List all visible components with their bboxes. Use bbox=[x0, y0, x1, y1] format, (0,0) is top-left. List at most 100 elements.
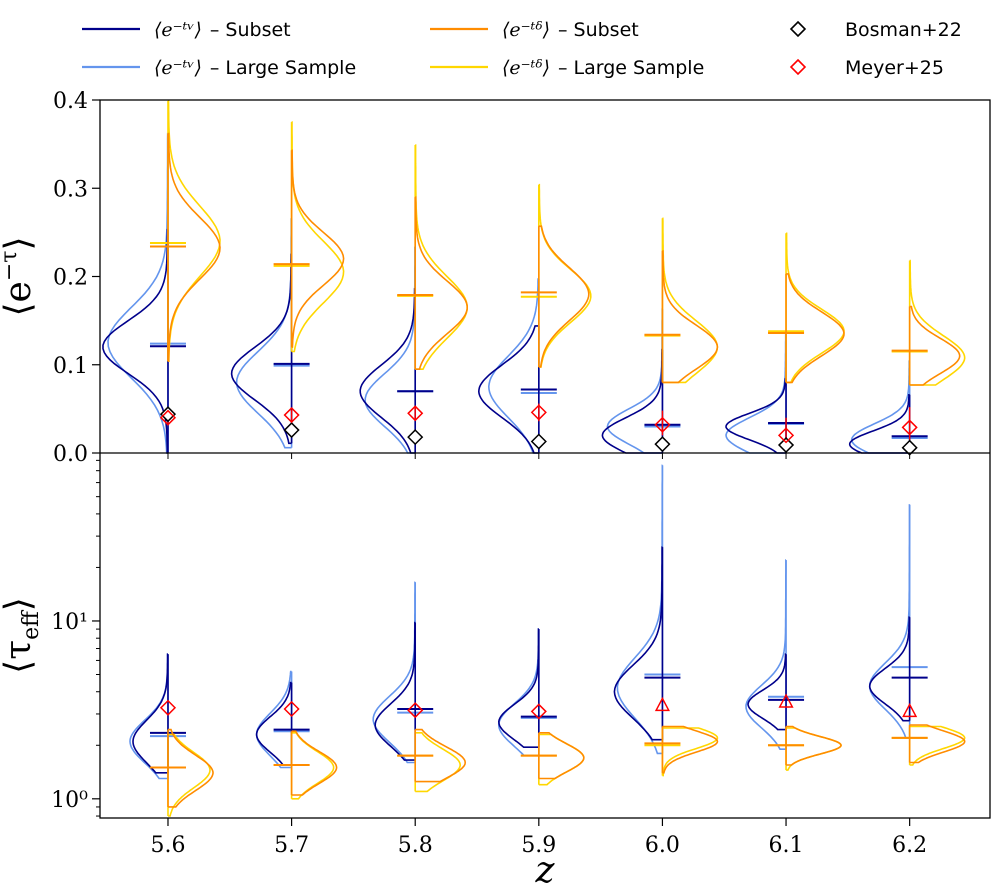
violin-top-delta_subset-6.2 bbox=[909, 305, 961, 386]
violin-bottom-nu_large-5.7 bbox=[255, 670, 292, 769]
violin-bottom-nu_large-5.9 bbox=[498, 628, 540, 757]
legend-label-delta_subset: ⟨e⁻ᵗᵟ⟩ – Subset bbox=[502, 19, 639, 41]
meyer-marker-top-5.8 bbox=[407, 405, 424, 422]
violin-bottom-nu_subset-6.1 bbox=[747, 653, 787, 731]
violin-top-nu_subset-5.7 bbox=[230, 253, 292, 445]
violin-bottom-delta_large-5.9 bbox=[538, 733, 585, 786]
legend: ⟨e⁻ᵗᵛ⟩ – Subset⟨e⁻ᵗᵛ⟩ – Large Sample⟨e⁻ᵗᵟ⟩… bbox=[82, 19, 962, 79]
legend-entry-nu_large: ⟨e⁻ᵗᵛ⟩ – Large Sample bbox=[82, 57, 356, 79]
violin-bottom-delta_subset-6.2 bbox=[909, 724, 966, 764]
violin-top-nu_subset-6 bbox=[601, 348, 663, 454]
ylabel-tail: ⟩ bbox=[0, 597, 39, 611]
legend-swatch-bosman bbox=[789, 20, 807, 38]
legend-entry-meyer: Meyer+25 bbox=[789, 57, 944, 79]
meyer-marker-top-5.6 bbox=[159, 409, 177, 426]
legend-label-bosman: Bosman+22 bbox=[845, 19, 962, 41]
violin-top-nu_subset-6.2 bbox=[848, 394, 910, 454]
legend-text: – Subset bbox=[210, 19, 291, 41]
meyer-marker-top-6.1 bbox=[777, 427, 795, 444]
xtick-label-4: 6.0 bbox=[645, 833, 680, 858]
xtick-label-0: 5.6 bbox=[150, 833, 185, 858]
xtick-label-5: 6.1 bbox=[769, 833, 804, 858]
legend-text: – Large Sample bbox=[210, 57, 356, 79]
violin-bottom-nu_subset-6.2 bbox=[868, 616, 910, 722]
legend-text: – Subset bbox=[558, 19, 639, 41]
legend-label-nu_large: ⟨e⁻ᵗᵛ⟩ – Large Sample bbox=[154, 57, 356, 79]
meyer-marker-bottom-6 bbox=[654, 696, 670, 712]
xtick-label-2: 5.8 bbox=[398, 833, 433, 858]
violin-bottom-delta_subset-5.6 bbox=[167, 728, 214, 808]
violin-top-delta_subset-6.1 bbox=[786, 273, 845, 384]
violin-top-delta_large-5.9 bbox=[538, 183, 592, 368]
violin-top-delta_subset-5.9 bbox=[538, 225, 590, 368]
legend-math: ⟨e⁻ᵗᵟ⟩ bbox=[502, 57, 550, 79]
violin-bottom-delta_subset-6 bbox=[662, 725, 719, 774]
xlabel: z bbox=[535, 850, 556, 891]
meyer-marker-bottom-5.6 bbox=[159, 699, 177, 716]
bosman-marker-top-5.6 bbox=[159, 406, 177, 423]
ylabel-top: ⟨e−τ⟩ bbox=[0, 236, 39, 316]
violin-bottom-delta_subset-5.9 bbox=[538, 732, 585, 780]
meyer-marker-bottom-5.7 bbox=[283, 700, 300, 718]
bosman-marker-top-5.8 bbox=[407, 429, 424, 446]
ylabel-sup: −τ bbox=[0, 251, 22, 282]
legend-entry-delta_large: ⟨e⁻ᵗᵟ⟩ – Large Sample bbox=[430, 57, 704, 79]
violin-top-nu_subset-5.8 bbox=[359, 288, 416, 454]
ylabel-tail: ⟩ bbox=[0, 236, 39, 250]
bosman-marker-top-5.7 bbox=[283, 421, 300, 439]
bosman-marker-top-6 bbox=[654, 436, 671, 453]
violin-top-delta_large-5.7 bbox=[291, 121, 345, 353]
meyer-marker-top-6.2 bbox=[901, 419, 918, 436]
meyer-marker-bottom-5.8 bbox=[407, 702, 424, 719]
legend-entry-delta_subset: ⟨e⁻ᵗᵟ⟩ – Subset bbox=[430, 19, 639, 41]
violin-top-nu_subset-5.6 bbox=[102, 228, 169, 454]
legend-text: – Large Sample bbox=[558, 57, 704, 79]
ytick-label-top-1: 0.1 bbox=[53, 354, 88, 379]
violin-bottom-nu_subset-5.7 bbox=[255, 681, 292, 766]
ytick-label-bottom-1: 10¹ bbox=[51, 610, 88, 635]
ytick-label-top-3: 0.3 bbox=[53, 177, 88, 202]
violin-bottom-delta_large-6 bbox=[662, 727, 719, 777]
bottom-panel bbox=[129, 464, 966, 817]
violin-top-delta_large-5.8 bbox=[414, 144, 468, 370]
legend-label-nu_subset: ⟨e⁻ᵗᵛ⟩ – Subset bbox=[154, 19, 291, 41]
meyer-marker-bottom-6.2 bbox=[902, 702, 918, 718]
legend-math: ⟨e⁻ᵗᵛ⟩ bbox=[154, 57, 202, 79]
xtick-label-3: 5.9 bbox=[521, 833, 556, 858]
violin-top-nu_large-5.8 bbox=[364, 246, 416, 454]
axes-frame bbox=[99, 99, 991, 819]
xtick-label-6: 6.2 bbox=[892, 833, 927, 858]
legend-math: ⟨e⁻ᵗᵛ⟩ bbox=[154, 19, 202, 41]
violin-top-nu_large-5.7 bbox=[235, 218, 292, 449]
violin-bottom-delta_subset-6.1 bbox=[786, 725, 842, 766]
meyer-marker-bottom-5.9 bbox=[530, 703, 547, 720]
meyer-marker-top-5.7 bbox=[283, 406, 300, 424]
violin-bottom-delta_large-5.6 bbox=[167, 733, 211, 817]
legend-entry-nu_subset: ⟨e⁻ᵗᵛ⟩ – Subset bbox=[82, 19, 291, 41]
legend-label-meyer: Meyer+25 bbox=[845, 57, 944, 79]
xtick-label-1: 5.7 bbox=[274, 833, 309, 858]
legend-label-delta_large: ⟨e⁻ᵗᵟ⟩ – Large Sample bbox=[502, 57, 704, 79]
ylabel-sub: eff bbox=[19, 610, 44, 640]
meyer-marker-top-5.9 bbox=[530, 404, 547, 421]
violin-bottom-nu_large-5.6 bbox=[129, 653, 169, 780]
legend-swatch-meyer bbox=[789, 58, 807, 76]
ytick-label-bottom-0: 10⁰ bbox=[51, 788, 88, 813]
top-panel bbox=[102, 100, 966, 456]
legend-math: ⟨e⁻ᵗᵟ⟩ bbox=[502, 19, 550, 41]
violin-top-delta_large-6.1 bbox=[785, 232, 845, 384]
violin-top-delta_subset-5.6 bbox=[167, 132, 221, 362]
bosman-marker-top-5.9 bbox=[530, 433, 547, 450]
meyer-marker-bottom-6.1 bbox=[778, 693, 794, 708]
violin-bottom-nu_subset-5.9 bbox=[497, 628, 540, 748]
ylabel-base: ⟨e bbox=[0, 281, 39, 316]
violin-top-nu_subset-5.9 bbox=[477, 325, 539, 454]
violin-top-nu_large-5.9 bbox=[487, 278, 539, 454]
violin-bottom-nu_large-6.2 bbox=[868, 504, 911, 739]
violin-bottom-delta_subset-5.7 bbox=[291, 730, 338, 796]
violin-bottom-delta_large-5.8 bbox=[415, 732, 462, 793]
violin-top-delta_large-6 bbox=[662, 217, 719, 384]
